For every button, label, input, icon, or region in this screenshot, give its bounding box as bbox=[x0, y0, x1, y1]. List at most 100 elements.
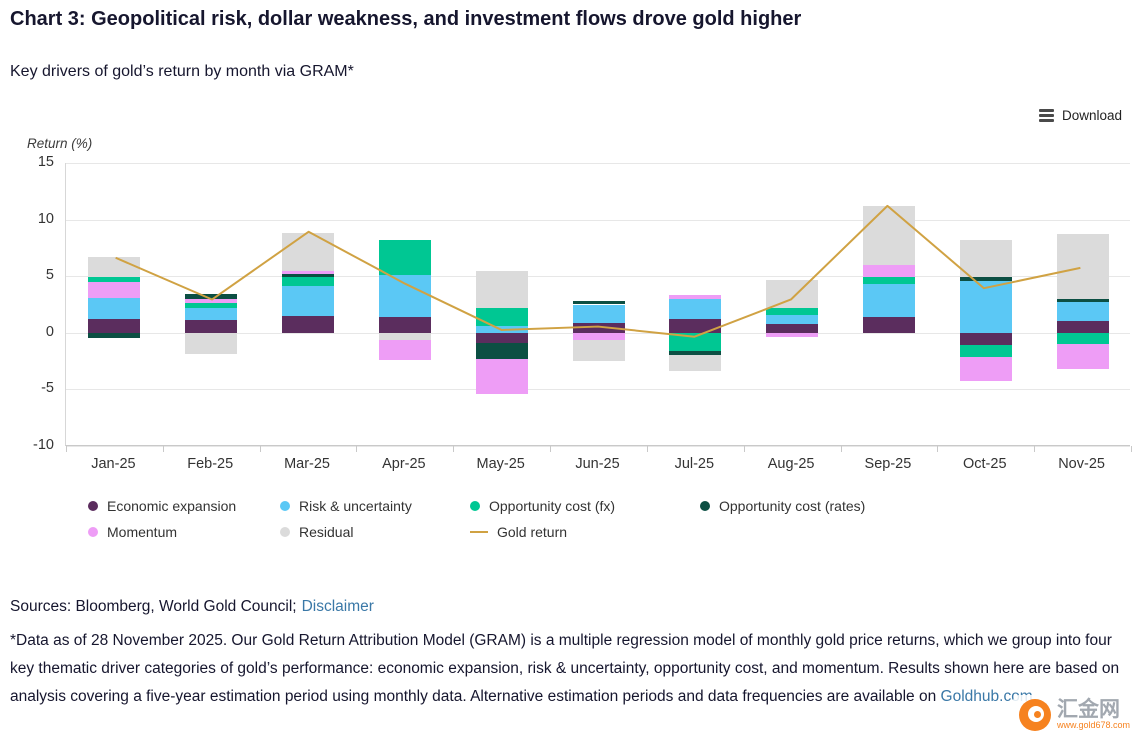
bar-segment-risk-uncertainty bbox=[1056, 302, 1109, 322]
bar-segment-residual bbox=[185, 332, 238, 355]
bar-segment-momentum bbox=[572, 332, 625, 340]
residual-marker-icon bbox=[280, 527, 290, 537]
x-tick-label: Nov-25 bbox=[1058, 456, 1105, 472]
chart-title: Chart 3: Geopolitical risk, dollar weakn… bbox=[10, 8, 802, 30]
bar-segment-opportunity-cost-rates bbox=[959, 277, 1012, 281]
x-tick-label: Oct-25 bbox=[963, 456, 1007, 472]
goldhub-link[interactable]: Goldhub.com. bbox=[940, 688, 1038, 705]
bar-segment-opportunity-cost-fx bbox=[862, 277, 915, 285]
legend-label: Gold return bbox=[497, 524, 568, 540]
x-axis-tick bbox=[743, 446, 745, 452]
bar-segment-residual bbox=[669, 355, 722, 372]
x-axis-tick bbox=[937, 446, 939, 452]
x-axis-tick bbox=[259, 446, 261, 452]
x-axis-tick bbox=[1131, 446, 1132, 452]
bar-segment-risk-uncertainty bbox=[185, 307, 238, 321]
y-tick-label: 5 bbox=[45, 267, 54, 284]
legend-label: Opportunity cost (fx) bbox=[489, 498, 616, 514]
bar-segment-residual bbox=[378, 332, 431, 340]
bar-segment-risk-uncertainty bbox=[959, 280, 1012, 333]
bar-segment-economic-expansion bbox=[378, 316, 431, 333]
bar-segment-economic-expansion bbox=[959, 332, 1012, 346]
legend-item-risk-uncertainty[interactable]: Risk & uncertainty bbox=[280, 498, 470, 514]
bar-segment-opportunity-cost-fx bbox=[766, 307, 819, 315]
bar-segment-risk-uncertainty bbox=[475, 326, 528, 333]
x-tick-label: May-25 bbox=[476, 456, 525, 472]
risk-uncertainty-marker-icon bbox=[280, 501, 290, 511]
bar-segment-residual bbox=[862, 206, 915, 265]
bar-segment-risk-uncertainty bbox=[282, 286, 335, 316]
bar-segment-economic-expansion bbox=[669, 319, 722, 333]
watermark-name: 汇金网 bbox=[1056, 698, 1120, 722]
gold-return-marker-icon bbox=[470, 531, 488, 533]
x-axis-tick bbox=[66, 446, 67, 452]
bar-segment-residual bbox=[572, 339, 625, 362]
sources-line: Sources: Bloomberg, World Gold Council; D… bbox=[10, 598, 374, 616]
footnote-text: *Data as of 28 November 2025. Our Gold R… bbox=[10, 632, 1120, 705]
bar-segment-opportunity-cost-rates bbox=[185, 294, 238, 299]
bar-segment-momentum bbox=[475, 358, 528, 394]
gridline bbox=[66, 446, 1130, 447]
watermark-logo-icon bbox=[1018, 698, 1051, 731]
legend-item-gold-return[interactable]: Gold return bbox=[470, 524, 700, 540]
bar-segment-economic-expansion bbox=[282, 315, 335, 333]
watermark-url: www.gold678.com bbox=[1056, 720, 1130, 731]
bar-segment-opportunity-cost-rates bbox=[1056, 298, 1109, 303]
bar-segment-economic-expansion bbox=[475, 332, 528, 343]
bar-segment-risk-uncertainty bbox=[766, 314, 819, 324]
x-tick-label: Mar-25 bbox=[284, 456, 330, 472]
download-button[interactable]: Download bbox=[1038, 108, 1122, 123]
chart-plot-area: 15 10 5 0 -5 -10 bbox=[33, 154, 1132, 453]
bar-segment-risk-uncertainty bbox=[88, 297, 141, 320]
bar-segment-momentum bbox=[88, 281, 141, 298]
x-axis-tick bbox=[1034, 446, 1036, 452]
download-label: Download bbox=[1061, 108, 1122, 123]
bar-segment-risk-uncertainty bbox=[669, 298, 722, 320]
gridline bbox=[66, 389, 1130, 391]
bar-segment-opportunity-cost-fx bbox=[959, 345, 1012, 357]
y-tick-label: 15 bbox=[37, 154, 54, 170]
legend-label: Residual bbox=[299, 524, 354, 540]
y-axis-title: Return (%) bbox=[27, 136, 93, 151]
legend-item-opportunity-cost-rates[interactable]: Opportunity cost (rates) bbox=[700, 498, 865, 514]
bar-segment-opportunity-cost-fx bbox=[475, 307, 528, 326]
bar-segment-opportunity-cost-fx bbox=[282, 277, 335, 287]
bar-segment-momentum bbox=[378, 339, 431, 360]
disclaimer-link[interactable]: Disclaimer bbox=[301, 598, 374, 615]
bar-segment-risk-uncertainty bbox=[862, 284, 915, 317]
bar-segment-economic-expansion bbox=[572, 322, 625, 333]
bar-segment-momentum bbox=[766, 332, 819, 338]
bar-segment-economic-expansion bbox=[766, 323, 819, 333]
bar-segment-opportunity-cost-rates bbox=[88, 332, 141, 339]
bar-segment-residual bbox=[88, 256, 141, 278]
legend-item-opportunity-cost-fx[interactable]: Opportunity cost (fx) bbox=[470, 498, 700, 514]
chart-legend: Economic expansion Risk & uncertainty Oppo… bbox=[88, 498, 865, 540]
x-tick-label: Feb-25 bbox=[187, 456, 234, 472]
bar-segment-momentum bbox=[185, 298, 238, 304]
bar-segment-economic-expansion bbox=[185, 320, 238, 333]
bar-segment-economic-expansion bbox=[862, 316, 915, 333]
bar-segment-momentum bbox=[669, 295, 722, 299]
x-tick-label: Sep-25 bbox=[864, 456, 912, 472]
bar-segment-momentum bbox=[959, 356, 1012, 382]
y-tick-label: -5 bbox=[41, 380, 54, 397]
x-tick-label: Jun-25 bbox=[575, 456, 620, 472]
legend-item-residual[interactable]: Residual bbox=[280, 524, 470, 540]
bar-segment-opportunity-cost-rates bbox=[669, 350, 722, 356]
bar-segment-risk-uncertainty bbox=[378, 275, 431, 317]
legend-item-economic-expansion[interactable]: Economic expansion bbox=[88, 498, 280, 514]
bar-segment-residual bbox=[766, 279, 819, 308]
legend-label: Momentum bbox=[107, 524, 178, 540]
opportunity-cost-fx-marker-icon bbox=[470, 501, 480, 511]
economic-expansion-marker-icon bbox=[88, 501, 98, 511]
bar-segment-opportunity-cost-fx bbox=[378, 239, 431, 276]
bar-segment-momentum bbox=[1056, 344, 1109, 369]
legend-label: Risk & uncertainty bbox=[299, 498, 412, 514]
bar-segment-opportunity-cost-fx bbox=[669, 332, 722, 351]
bar-segment-residual bbox=[475, 270, 528, 308]
bar-segment-residual bbox=[959, 239, 1012, 278]
x-axis-tick bbox=[162, 446, 164, 452]
legend-item-momentum[interactable]: Momentum bbox=[88, 524, 280, 540]
bar-segment-opportunity-cost-rates bbox=[572, 301, 625, 305]
